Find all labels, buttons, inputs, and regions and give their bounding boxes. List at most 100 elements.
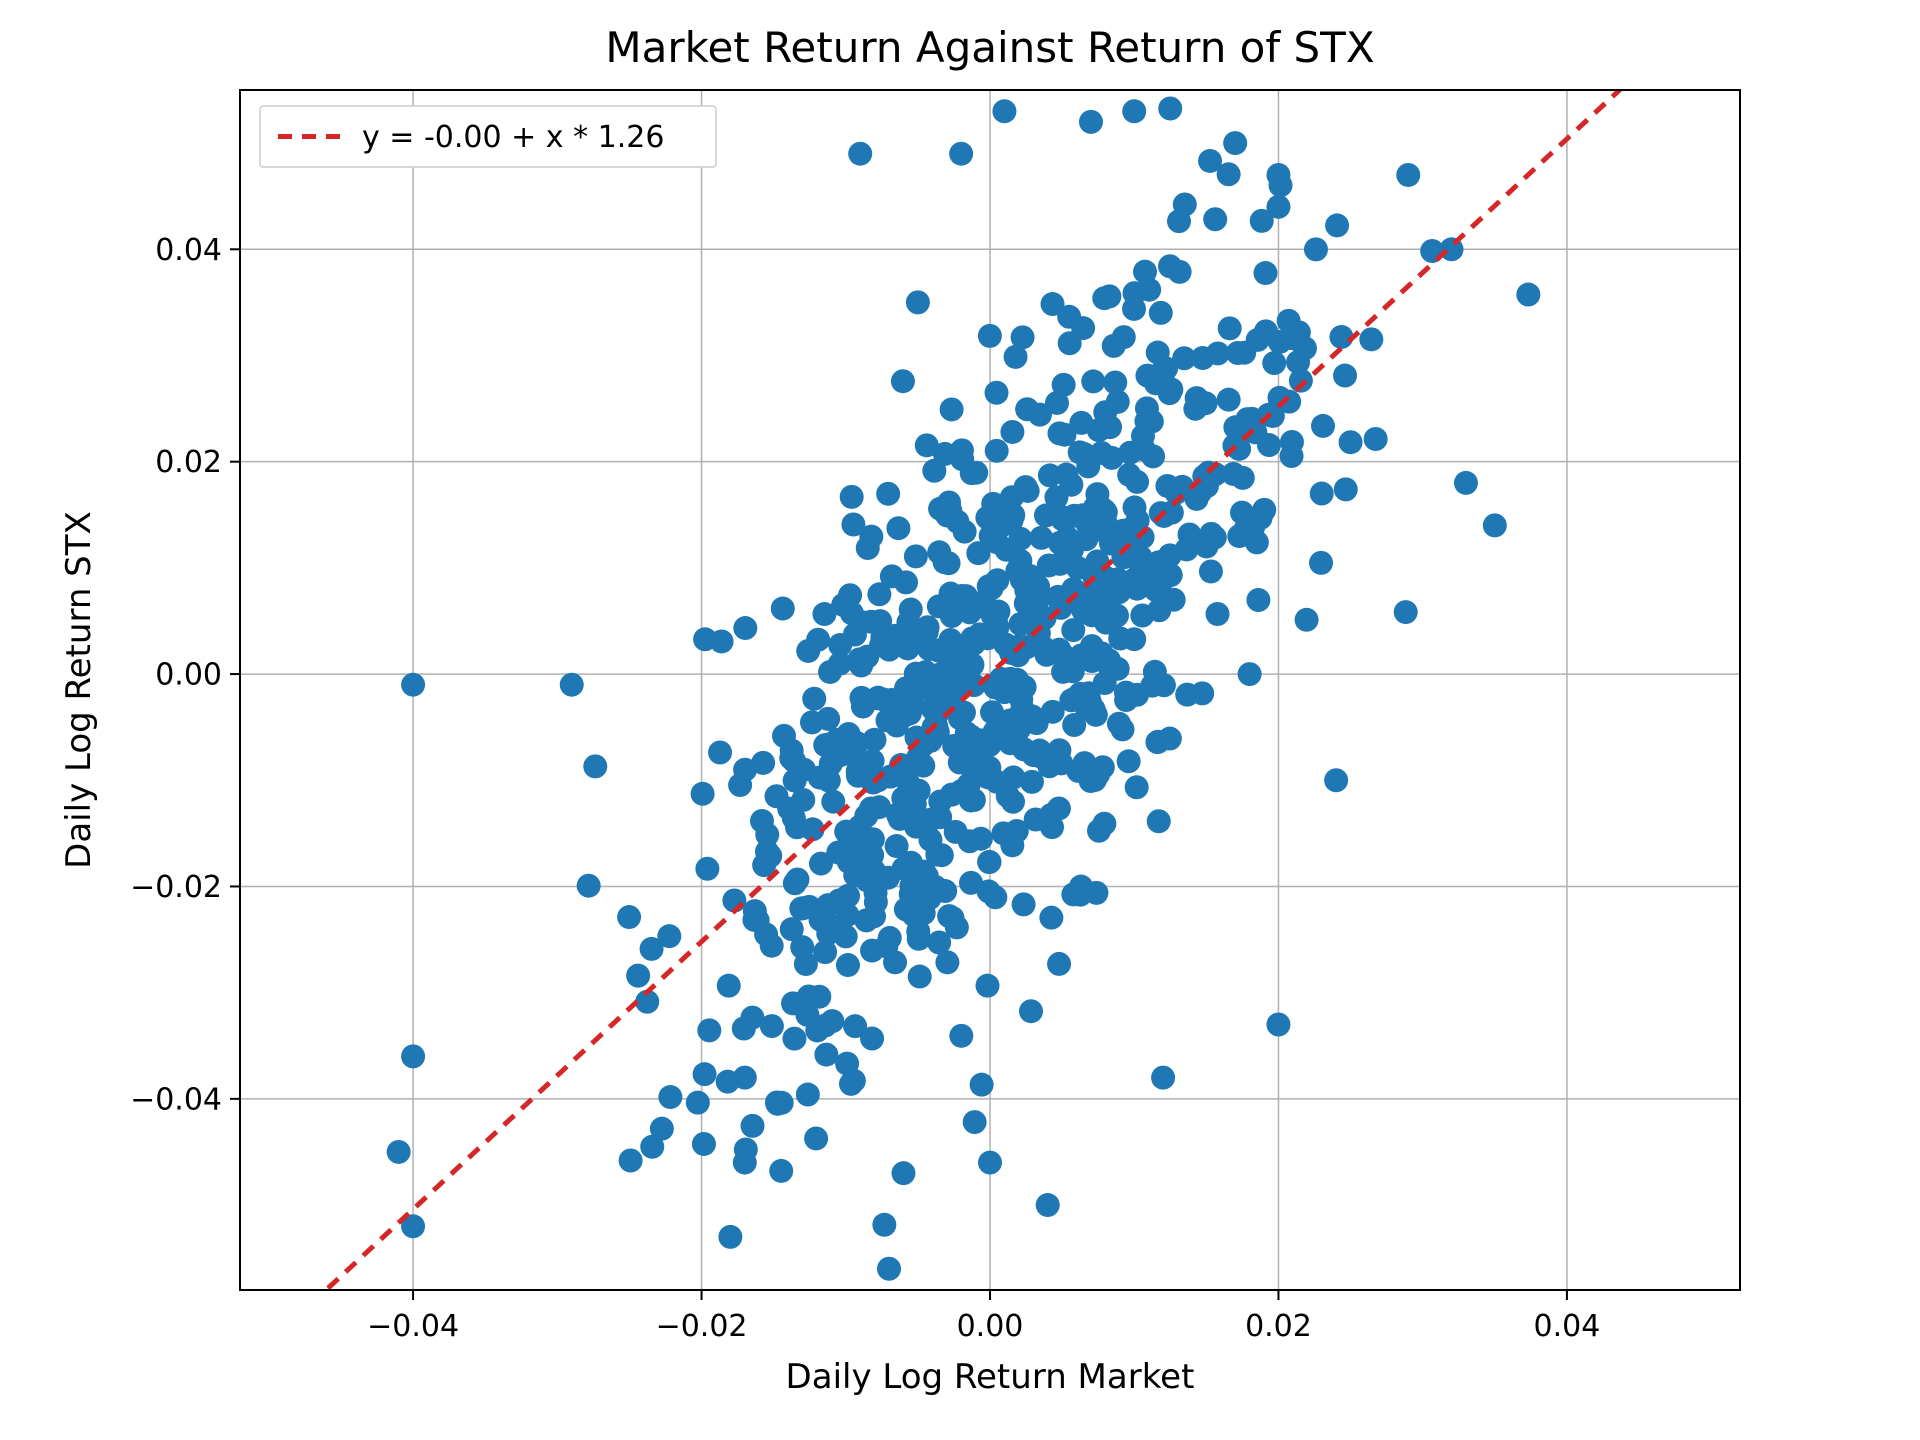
data-point (1098, 415, 1122, 439)
data-point (1261, 404, 1285, 428)
data-point (790, 935, 814, 959)
x-tick-label: 0.00 (957, 1309, 1024, 1344)
data-point (1011, 325, 1035, 349)
data-point (1052, 373, 1076, 397)
data-point (1047, 421, 1071, 445)
data-point (1311, 414, 1335, 438)
data-point (829, 743, 853, 767)
data-point (1146, 341, 1170, 365)
data-point (1280, 444, 1304, 468)
data-point (697, 1018, 721, 1042)
data-point (693, 627, 717, 651)
data-point (1117, 749, 1141, 773)
data-point (855, 645, 879, 669)
data-point (1339, 430, 1363, 454)
data-point (691, 782, 715, 806)
data-point (880, 564, 904, 588)
data-point (1041, 292, 1065, 316)
data-point (1047, 952, 1071, 976)
data-point (927, 930, 951, 954)
data-point (922, 459, 946, 483)
data-point (1217, 388, 1241, 412)
data-point (950, 438, 974, 462)
data-point (976, 974, 1000, 998)
data-point (1079, 110, 1103, 134)
data-point (877, 1257, 901, 1281)
data-point (583, 754, 607, 778)
data-point (693, 1062, 717, 1086)
data-point (816, 921, 840, 945)
data-point (953, 520, 977, 544)
data-point (1103, 371, 1127, 395)
data-point (619, 1148, 643, 1172)
data-point (907, 779, 931, 803)
data-point (617, 905, 641, 929)
data-point (1218, 316, 1242, 340)
data-point (1364, 427, 1388, 451)
data-point (814, 1043, 838, 1067)
data-point (1092, 812, 1116, 836)
data-point (992, 99, 1016, 123)
data-point (751, 751, 775, 775)
data-point (1483, 513, 1507, 537)
data-point (944, 820, 968, 844)
data-point (718, 1225, 742, 1249)
data-point (840, 601, 864, 625)
data-point (1001, 790, 1025, 814)
data-point (1122, 99, 1146, 123)
data-point (1050, 507, 1074, 531)
data-point (1149, 571, 1173, 595)
data-point (942, 734, 966, 758)
chart-title: Market Return Against Return of STX (605, 23, 1374, 72)
data-point (859, 525, 883, 549)
data-point (1050, 642, 1074, 666)
data-point (886, 516, 910, 540)
data-point (1231, 466, 1255, 490)
data-point (1071, 316, 1095, 340)
data-point (1167, 209, 1191, 233)
data-point (658, 1085, 682, 1109)
data-point (401, 1044, 425, 1068)
legend-label: y = -0.00 + x * 1.26 (362, 120, 664, 155)
data-point (1206, 341, 1230, 365)
x-tick-label: −0.04 (367, 1309, 459, 1344)
legend: y = -0.00 + x * 1.26 (260, 106, 716, 167)
data-point (1082, 697, 1106, 721)
data-point (837, 722, 861, 746)
data-point (836, 953, 860, 977)
data-point (626, 964, 650, 988)
data-point (1092, 498, 1116, 522)
data-point (949, 1024, 973, 1048)
data-point (657, 924, 681, 948)
data-point (876, 482, 900, 506)
data-point (1061, 618, 1085, 642)
data-point (969, 827, 993, 851)
data-point (1125, 775, 1149, 799)
data-point (1062, 713, 1086, 737)
data-point (864, 890, 888, 914)
data-point (912, 901, 936, 925)
data-point (560, 673, 584, 697)
data-point (1155, 474, 1179, 498)
data-point (1048, 552, 1072, 576)
data-point (940, 397, 964, 421)
y-tick-label: −0.02 (130, 870, 222, 905)
data-point (777, 797, 801, 821)
data-point (868, 609, 892, 633)
data-point (914, 660, 938, 684)
data-point (1454, 471, 1478, 495)
data-point (1266, 195, 1290, 219)
data-point (994, 538, 1018, 562)
data-point (640, 1135, 664, 1159)
data-point (1014, 591, 1038, 615)
data-point (906, 290, 930, 314)
data-point (1081, 369, 1105, 393)
data-point (806, 628, 830, 652)
data-point (1194, 391, 1218, 415)
data-point (1310, 482, 1334, 506)
data-point (577, 874, 601, 898)
data-point (1007, 681, 1031, 705)
data-point (851, 695, 875, 719)
data-point (1049, 751, 1073, 775)
data-point (783, 769, 807, 793)
